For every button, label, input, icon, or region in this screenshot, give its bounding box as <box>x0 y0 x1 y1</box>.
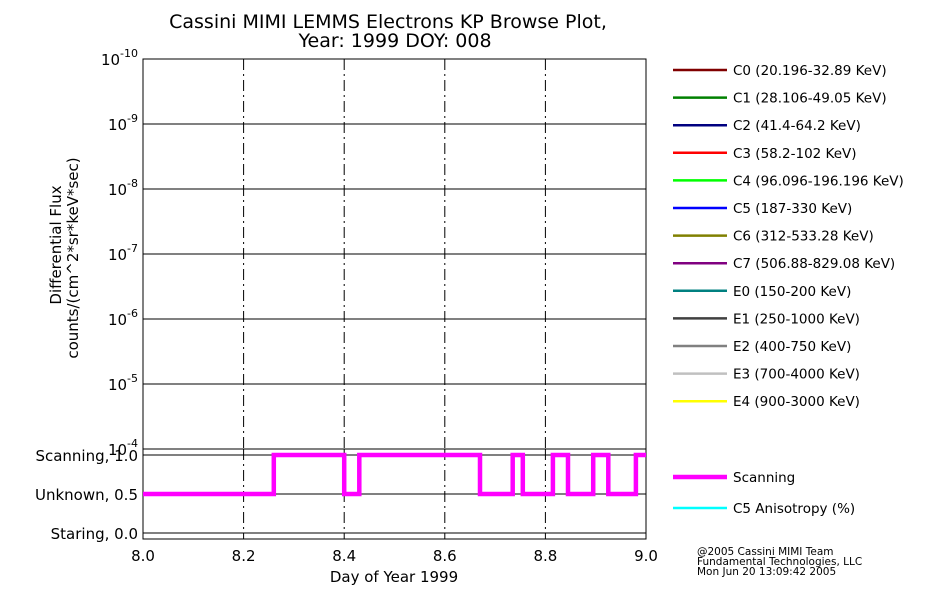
legend-label: C1 (28.106-49.05 KeV) <box>733 91 887 107</box>
tick-exponent: -5 <box>127 372 138 385</box>
x-tick-label: 8.0 <box>131 547 155 565</box>
tick-base: 10 <box>108 441 127 459</box>
x-axis-label: Day of Year 1999 <box>330 568 458 586</box>
chart-title: Cassini MIMI LEMMS Electrons KP Browse P… <box>169 11 607 33</box>
upper-y-axis-label: Differential Flux counts/(cm^2*sr*keV*se… <box>47 157 82 358</box>
legend-lower: Scanning C5 Anisotropy (%) <box>673 470 855 517</box>
legend-label: E4 (900-3000 KeV) <box>733 394 860 410</box>
tick-exponent: -7 <box>127 242 138 255</box>
tick-base: 10 <box>101 51 120 69</box>
legend-label: Scanning <box>733 470 795 486</box>
tick-base: 10 <box>108 246 127 264</box>
legend-label: C5 (187-330 KeV) <box>733 201 852 217</box>
tick-base: 10 <box>108 181 127 199</box>
upper-grid <box>143 123 646 385</box>
tick-exponent: -6 <box>127 307 138 320</box>
legend-label: C4 (96.096-196.196 KeV) <box>733 173 904 189</box>
y-axis-label-line-1: Differential Flux <box>47 185 65 304</box>
scanning-series <box>143 452 646 497</box>
legend-label: C2 (41.4-64.2 KeV) <box>733 118 861 134</box>
x-tick-label: 8.6 <box>433 547 457 565</box>
tick-exponent: -8 <box>127 177 138 190</box>
x-tick-label: 9.0 <box>634 547 658 565</box>
credit-line-1: @2005 Cassini MIMI Team <box>697 546 834 558</box>
chart-subtitle: Year: 1999 DOY: 008 <box>297 30 491 52</box>
legend-label: C5 Anisotropy (%) <box>733 501 855 517</box>
tick-base: 10 <box>108 376 127 394</box>
legend-upper: C0 (20.196-32.89 KeV) C1 (28.106-49.05 Ke… <box>673 63 904 410</box>
y-axis-label-line-2: counts/(cm^2*sr*keV*sec) <box>64 157 82 358</box>
lower-y-tick-labels: Scanning, 1.0 Unknown, 0.5 Staring, 0.0 <box>35 447 138 543</box>
lower-y-tick-label: Unknown, 0.5 <box>35 486 138 504</box>
legend-label: C7 (506.88-829.08 KeV) <box>733 256 895 272</box>
upper-y-tick-label: 10-6 <box>108 307 138 329</box>
upper-y-tick-label: 10-9 <box>108 112 138 134</box>
credit-block: @2005 Cassini MIMI Team Fundamental Tech… <box>697 546 862 578</box>
x-tick-label: 8.4 <box>332 547 356 565</box>
upper-y-tick-label: 10-5 <box>108 372 138 394</box>
legend-label: E1 (250-1000 KeV) <box>733 311 860 327</box>
legend-label: E2 (400-750 KeV) <box>733 339 851 355</box>
tick-exponent: -9 <box>127 112 138 125</box>
lower-y-tick-label: Staring, 0.0 <box>51 525 138 543</box>
credit-line-2: Fundamental Technologies, LLC <box>697 556 862 568</box>
legend-label: C3 (58.2-102 KeV) <box>733 146 857 162</box>
tick-exponent: -10 <box>120 47 138 60</box>
x-tick-labels: 8.0 8.2 8.4 8.6 8.8 9.0 <box>131 547 658 565</box>
upper-y-tick-label: 10-7 <box>108 242 138 264</box>
legend-label: E0 (150-200 KeV) <box>733 284 851 300</box>
tick-exponent: -4 <box>127 437 138 450</box>
legend-label: C6 (312-533.28 KeV) <box>733 229 874 245</box>
scanning-series-line <box>143 452 646 497</box>
upper-y-tick-label: 10-8 <box>108 177 138 199</box>
upper-y-tick-label: 10-4 <box>108 437 138 459</box>
upper-y-tick-label: 10-10 <box>101 47 138 69</box>
credit-line-3: Mon Jun 20 13:09:42 2005 <box>697 566 836 578</box>
legend-label: C0 (20.196-32.89 KeV) <box>733 63 887 79</box>
x-tick-label: 8.8 <box>533 547 557 565</box>
legend-label: E3 (700-4000 KeV) <box>733 367 860 383</box>
x-tick-label: 8.2 <box>232 547 256 565</box>
tick-base: 10 <box>108 116 127 134</box>
upper-vertical-lines <box>243 59 546 449</box>
lower-y-tick-label: Scanning, 1.0 <box>35 447 138 465</box>
tick-base: 10 <box>108 311 127 329</box>
